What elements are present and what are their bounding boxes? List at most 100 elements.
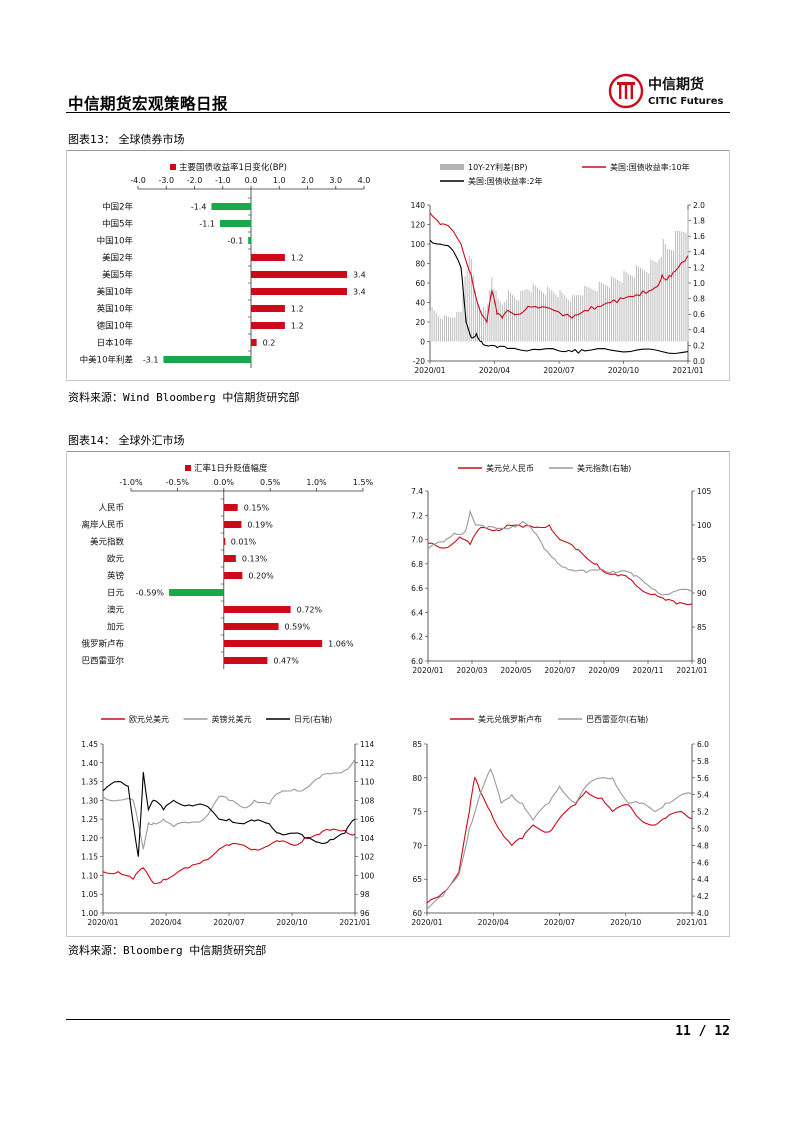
y-left-tick-label: 6.0	[411, 657, 423, 666]
y-left-tick-label: 6.4	[411, 608, 423, 617]
y-right-tick-label: 0.4	[693, 326, 705, 335]
bar	[223, 555, 236, 562]
legend-label: 美元兑人民币	[486, 463, 534, 473]
category-label: 俄罗斯卢布	[81, 639, 124, 650]
x-tick-label: 1.5%	[353, 478, 374, 487]
x-tick-label: 2020/01	[412, 666, 443, 675]
y-right-tick-label: 4.2	[697, 892, 709, 901]
category-label: 澳元	[107, 605, 125, 616]
series-line	[427, 524, 693, 606]
data-label: 3.4	[353, 288, 366, 297]
x-tick-label: 2021/01	[339, 918, 370, 927]
y-left-tick-label: 75	[412, 808, 422, 817]
data-label: 0.01%	[231, 538, 257, 547]
x-tick-label: 2020/09	[588, 666, 619, 675]
figure13-top-rule	[66, 150, 730, 151]
y-left-tick-label: 1.00	[81, 909, 98, 918]
y-right-tick-label: 2.0	[693, 201, 705, 210]
usdcny-dollar-index-chart: 6.0 6.2 6.4 6.6 6.8 7.0 7.2 7.4 80 85 90 95 100 105 20…	[411, 463, 712, 675]
y-left-tick-label: 6.6	[411, 584, 423, 593]
spread-bars	[429, 209, 689, 342]
data-label: 3.4	[353, 271, 366, 280]
legend-swatch	[170, 164, 176, 170]
series-line	[426, 768, 693, 910]
x-tick-label: 2021/01	[672, 366, 703, 375]
series-line	[102, 828, 356, 885]
bar	[223, 657, 268, 664]
series-line	[429, 239, 689, 355]
bar	[223, 640, 323, 647]
bar	[223, 572, 243, 579]
y-left-tick-label: 70	[412, 841, 422, 850]
y-right-tick-label: 112	[360, 759, 375, 768]
citic-futures-logo: 中信期货 CITIC Futures	[608, 72, 730, 110]
y-left-tick-label: 1.10	[81, 871, 98, 880]
x-tick-label: 2020/07	[543, 366, 574, 375]
bond-yield-change-chart: 主要国债收益率1日变化(BP) -4.0 -3.0 -2.0 -1.0 0.0 1.0 2.0…	[80, 162, 370, 368]
y-left-tick-label: 7.2	[411, 511, 423, 520]
data-label: 0.20%	[248, 572, 274, 581]
logo-cn-text: 中信期货	[648, 76, 704, 93]
us-treasury-yield-chart: -20 0 20 40 60 80 100 120 140 0.0 0.2 0.4 0.6 0.8 1.0 1…	[411, 162, 705, 375]
y-left-tick-label: 1.20	[81, 834, 98, 843]
legend-label: 美国:国债收益率:2年	[468, 176, 542, 186]
category-label: 美国5年	[102, 270, 133, 281]
figure14-frame	[66, 451, 730, 937]
x-tick-label: -0.5%	[166, 478, 190, 487]
data-label: -0.59%	[136, 589, 165, 598]
bar	[223, 504, 238, 511]
y-right-tick-label: 1.8	[693, 217, 705, 226]
x-tick-label: 2020/10	[608, 366, 639, 375]
x-tick-label: 2020/01	[414, 366, 445, 375]
bar	[251, 305, 285, 312]
y-right-tick-label: 4.0	[697, 909, 709, 918]
category-label: 日元	[107, 589, 125, 599]
category-label: 欧元	[107, 554, 125, 565]
rub-brl-chart: 60 65 70 75 80 85 4.0 4.2 4.4 4.6 4.8 5.0 5.2 5.4 5.6 5…	[411, 714, 709, 927]
category-label: 加元	[107, 622, 125, 633]
figure14-caption: 图表14： 全球外汇市场	[68, 434, 185, 447]
bar	[219, 220, 251, 227]
logo-en-text: CITIC Futures	[648, 96, 723, 107]
y-left-tick-label: 80	[412, 774, 422, 783]
y-left-tick-label: 1.30	[81, 796, 98, 805]
y-left-tick-label: 1.40	[81, 759, 98, 768]
y-left-tick-label: 20	[415, 318, 425, 327]
figure14-source: 资料来源：Bloomberg 中信期货研究部	[68, 944, 267, 957]
bar	[251, 288, 348, 295]
x-tick-label: -2.0	[187, 176, 203, 185]
eur-gbp-jpy-chart: 1.00 1.05 1.10 1.15 1.20 1.25 1.30 1.35 1.40 1.45…	[81, 714, 375, 927]
x-tick-label: 2020/01	[87, 918, 118, 927]
bar	[169, 589, 224, 596]
legend-label: 美元兑俄罗斯卢布	[478, 714, 542, 724]
legend-label: 日元(右轴)	[294, 714, 332, 724]
category-label: 中国10年	[97, 236, 134, 247]
x-tick-label: 2020/11	[632, 666, 663, 675]
series-line	[429, 212, 689, 324]
x-tick-label: 2020/01	[411, 918, 442, 927]
y-left-tick-label: 1.15	[81, 853, 98, 862]
y-right-tick-label: 98	[360, 890, 370, 899]
y-right-tick-label: 108	[360, 796, 375, 805]
y-left-tick-label: 0	[420, 338, 425, 347]
y-right-tick-label: 90	[697, 589, 707, 598]
x-tick-label: 2021/01	[676, 666, 707, 675]
y-right-tick-label: 5.6	[697, 774, 709, 783]
y-right-tick-label: 105	[697, 487, 712, 496]
x-tick-label: 0.0	[245, 176, 258, 185]
x-tick-label: 2021/01	[676, 918, 707, 927]
category-label: 德国10年	[97, 321, 134, 332]
bar	[251, 254, 285, 261]
y-right-tick-label: 1.2	[693, 263, 705, 272]
series-line	[102, 758, 356, 850]
x-tick-label: 2020/10	[610, 918, 641, 927]
figure14-top-rule	[66, 451, 730, 452]
y-right-tick-label: 80	[697, 657, 707, 666]
x-tick-label: 2020/04	[478, 918, 509, 927]
category-label: 离岸人民币	[81, 520, 124, 531]
y-left-tick-label: 1.05	[81, 890, 98, 899]
category-label: 中国2年	[102, 202, 133, 213]
y-right-tick-label: 85	[697, 623, 707, 632]
y-left-tick-label: 100	[411, 240, 426, 249]
category-label: 日本10年	[97, 338, 134, 349]
